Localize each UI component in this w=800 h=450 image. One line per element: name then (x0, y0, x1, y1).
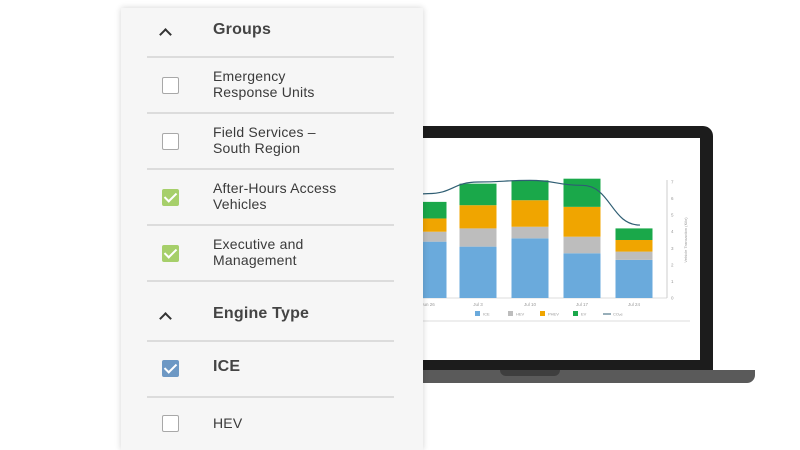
group-item[interactable]: Emergency Response Units (147, 58, 394, 114)
y-tick-label: 6 (671, 196, 674, 201)
legend-swatch (475, 311, 480, 316)
emissions-chart: Jun 26 Jul 3 Jul 10 Jul 17 Jul 24 0 1 2 3 4 5 6 7 Veh… (410, 178, 690, 322)
y-tick-label: 3 (671, 246, 674, 251)
bar-segment-ev (511, 180, 549, 201)
group-label-line2: Response Units (213, 84, 315, 100)
engine-type-heading: Engine Type (213, 305, 310, 322)
legend-label: EV (581, 312, 587, 317)
group-item[interactable]: Field Services – South Region (147, 114, 394, 170)
bar-segment-hev (410, 231, 447, 242)
y-axis-label: Vehicle Transaction (Kilo) (683, 217, 688, 263)
bar-segment-ice (563, 253, 601, 298)
checkbox-checked[interactable] (162, 245, 179, 262)
checkbox[interactable] (162, 415, 179, 432)
bar-segment-ice (615, 259, 653, 298)
bar-segment-phev (615, 240, 653, 252)
x-tick-label: Jun 26 (421, 302, 435, 307)
group-label-line1: Emergency (213, 68, 286, 84)
co2-series-line (410, 179, 641, 226)
engine-heading-row[interactable]: Engine Type (147, 282, 394, 342)
filter-panel: Groups Emergency Response Units Field Se… (121, 8, 423, 450)
group-label-line1: Executive and (213, 236, 304, 252)
bar-segment-ev (459, 183, 497, 206)
bar-segment-hev (615, 251, 653, 260)
x-tick-label: Jul 24 (628, 302, 641, 307)
checkbox-checked[interactable] (162, 360, 179, 377)
check-icon (163, 360, 178, 374)
check-icon (163, 189, 178, 203)
bar-segment-hev (459, 228, 497, 247)
laptop-notch (500, 370, 560, 376)
group-label-line2: Management (213, 252, 297, 268)
group-label-line2: South Region (213, 140, 301, 156)
bar-segment-hev (511, 226, 549, 239)
chevron-up-icon[interactable] (159, 312, 172, 325)
bar-segment-phev (511, 200, 549, 227)
engine-label: HEV (213, 415, 243, 431)
checkbox[interactable] (162, 77, 179, 94)
group-label-line1: After-Hours Access (213, 180, 337, 196)
legend-label: HEV (516, 312, 525, 317)
y-tick-label: 4 (671, 229, 674, 234)
bar-segment-ice (459, 246, 497, 298)
legend-label: CO₂e (613, 312, 624, 317)
bar-segment-ev (563, 178, 601, 207)
group-label-line1: Field Services – (213, 124, 316, 140)
bar-segment-phev (563, 206, 601, 237)
legend-label: ICE (483, 312, 490, 317)
bar-segment-ice (511, 238, 549, 298)
bar-segment-ev (615, 228, 653, 240)
x-tick-label: Jul 3 (473, 302, 483, 307)
group-item[interactable]: Executive and Management (147, 226, 394, 282)
laptop-base (390, 370, 755, 383)
laptop-screen: Jun 26 Jul 3 Jul 10 Jul 17 Jul 24 0 1 2 3 4 5 6 7 Veh… (410, 138, 700, 360)
y-tick-label: 0 (671, 296, 674, 301)
group-item[interactable]: After-Hours Access Vehicles (147, 170, 394, 226)
legend-swatch (508, 311, 513, 316)
chevron-up-icon[interactable] (159, 28, 172, 41)
check-icon (163, 245, 178, 259)
x-tick-label: Jul 17 (576, 302, 589, 307)
legend-swatch (573, 311, 578, 316)
legend-swatch (540, 311, 545, 316)
engine-label: ICE (213, 358, 241, 375)
y-tick-label: 1 (671, 279, 674, 284)
y-tick-label: 2 (671, 262, 674, 267)
group-label-line2: Vehicles (213, 196, 267, 212)
groups-heading-row[interactable]: Groups (147, 8, 394, 58)
y-tick-label: 5 (671, 213, 674, 218)
checkbox[interactable] (162, 133, 179, 150)
checkbox-checked[interactable] (162, 189, 179, 206)
y-tick-label: 7 (671, 180, 674, 185)
x-tick-label: Jul 10 (524, 302, 537, 307)
legend-label: PHEV (548, 312, 559, 317)
engine-item[interactable]: ICE (147, 342, 394, 398)
engine-item[interactable]: HEV (147, 398, 394, 448)
bar-segment-phev (459, 205, 497, 229)
bar-segment-hev (563, 236, 601, 254)
groups-heading: Groups (213, 21, 272, 38)
